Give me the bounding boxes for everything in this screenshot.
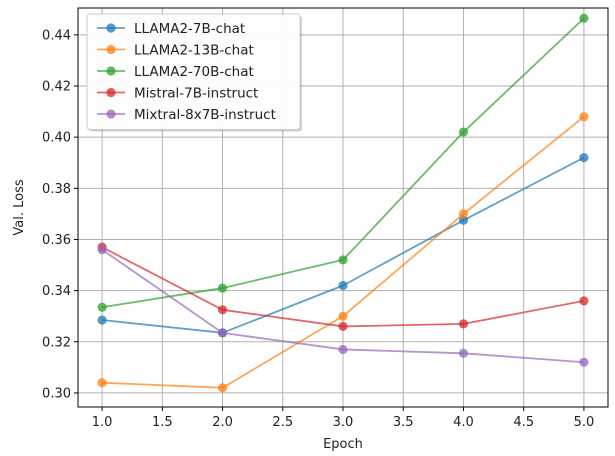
legend-item-llama2-70b-chat: LLAMA2-70B-chat bbox=[97, 64, 254, 80]
legend-swatch-marker bbox=[106, 44, 116, 55]
data-point bbox=[338, 255, 348, 265]
data-point bbox=[217, 283, 228, 293]
data-point bbox=[579, 112, 589, 122]
x-axis-label: Epoch bbox=[323, 437, 363, 452]
x-tick-label: 3.0 bbox=[333, 415, 354, 430]
y-tick-label: 0.30 bbox=[42, 386, 71, 401]
y-tick-label: 0.42 bbox=[42, 80, 71, 95]
y-tick-label: 0.44 bbox=[42, 28, 71, 43]
y-tick-label: 0.32 bbox=[42, 335, 71, 350]
x-tick-label: 2.5 bbox=[272, 415, 293, 430]
data-point bbox=[458, 127, 469, 137]
data-point bbox=[217, 305, 228, 315]
x-tick-label: 2.0 bbox=[212, 415, 233, 430]
series-llama2-13b-chat bbox=[97, 112, 589, 393]
x-tick-label: 4.5 bbox=[513, 415, 534, 430]
grid bbox=[78, 8, 608, 407]
y-tick-label: 0.38 bbox=[42, 182, 71, 197]
legend-label: Mistral-7B-instruct bbox=[134, 86, 258, 102]
legend-swatch-marker bbox=[106, 66, 116, 76]
series-layer bbox=[97, 13, 589, 393]
y-tick-label: 0.34 bbox=[42, 284, 71, 299]
data-point bbox=[338, 280, 348, 291]
data-point bbox=[579, 357, 589, 367]
x-axis: 1.0 1.5 2.0 2.5 3.0 3.5 4.0 4.5 5.0 bbox=[92, 407, 595, 430]
data-point bbox=[217, 328, 228, 338]
legend-label: LLAMA2-70B-chat bbox=[134, 64, 254, 80]
legend-item-llama2-13b-chat: LLAMA2-13B-chat bbox=[97, 43, 254, 59]
data-point bbox=[97, 245, 107, 255]
x-tick-label: 4.0 bbox=[453, 415, 474, 430]
x-tick-label: 3.5 bbox=[393, 415, 414, 430]
data-point bbox=[338, 321, 348, 332]
data-point bbox=[458, 348, 469, 358]
legend-label: Mixtral-8x7B-instruct bbox=[134, 107, 276, 123]
x-tick-label: 1.0 bbox=[92, 415, 113, 430]
y-tick-label: 0.40 bbox=[42, 131, 71, 146]
y-axis-label: Val. Loss bbox=[12, 179, 27, 235]
data-point bbox=[97, 315, 107, 325]
data-point bbox=[338, 311, 348, 321]
legend-label: LLAMA2-7B-chat bbox=[134, 21, 245, 37]
legend-swatch-marker bbox=[106, 87, 116, 98]
legend-swatch-marker bbox=[106, 109, 116, 119]
x-tick-label: 1.5 bbox=[152, 415, 173, 430]
x-tick-label: 5.0 bbox=[574, 415, 595, 430]
data-point bbox=[579, 296, 589, 306]
legend-item-llama2-7b-chat: LLAMA2-7B-chat bbox=[97, 21, 245, 37]
data-point bbox=[97, 378, 107, 388]
y-axis: 0.30 0.32 0.34 0.36 0.38 0.40 0.42 0.44 bbox=[42, 28, 78, 401]
legend-item-mixtral-8x7b-instruct: Mixtral-8x7B-instruct bbox=[97, 107, 276, 123]
legend-box bbox=[86, 13, 301, 130]
data-point bbox=[579, 13, 589, 23]
data-point bbox=[458, 209, 469, 219]
series-llama2-70b-chat bbox=[97, 13, 589, 312]
data-point bbox=[338, 344, 348, 355]
legend: LLAMA2-7B-chat LLAMA2-13B-chat LLAMA2-70B-… bbox=[86, 13, 302, 132]
legend-item-mistral-7b-instruct: Mistral-7B-instruct bbox=[97, 86, 258, 102]
data-point bbox=[579, 153, 589, 163]
data-point bbox=[97, 302, 107, 312]
data-point bbox=[458, 319, 469, 329]
series-mixtral-8x7b-instruct bbox=[97, 245, 589, 367]
data-point bbox=[217, 383, 228, 393]
y-tick-label: 0.36 bbox=[42, 233, 71, 248]
legend-label: LLAMA2-13B-chat bbox=[134, 43, 254, 59]
legend-swatch-marker bbox=[106, 23, 116, 33]
data-point bbox=[458, 215, 469, 225]
